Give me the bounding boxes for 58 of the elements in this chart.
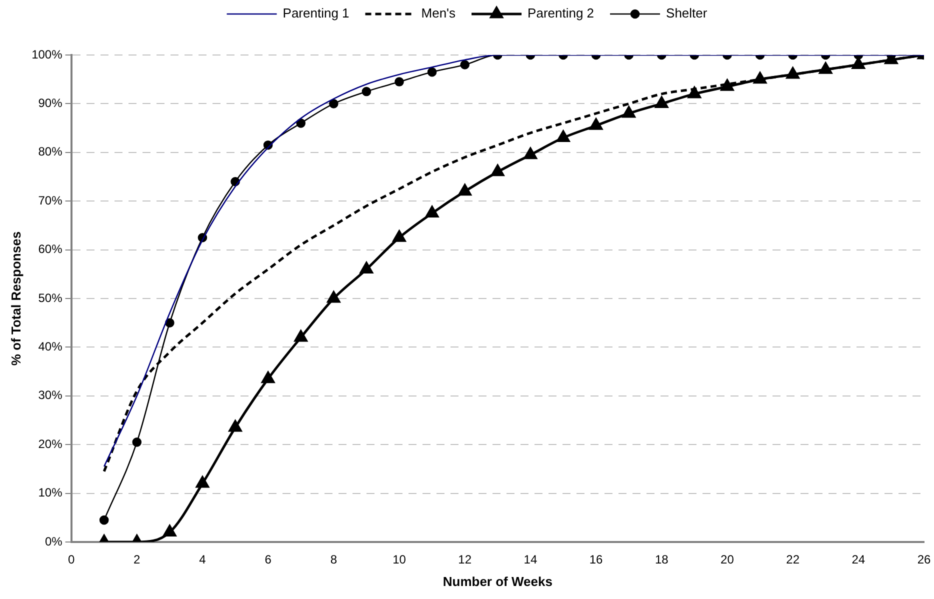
y-tick-label: 100% bbox=[32, 47, 63, 62]
point bbox=[294, 330, 308, 342]
y-axis-title: % of Total Responses bbox=[8, 231, 24, 366]
point bbox=[556, 130, 570, 142]
x-tick-label: 24 bbox=[852, 552, 866, 567]
point bbox=[262, 372, 275, 384]
point bbox=[360, 262, 373, 274]
point bbox=[720, 79, 734, 91]
point bbox=[296, 118, 306, 128]
point bbox=[622, 106, 636, 118]
x-tick-label: 2 bbox=[134, 552, 141, 567]
legend-label: Men's bbox=[421, 6, 456, 21]
y-tick-label: 80% bbox=[38, 144, 63, 159]
point bbox=[852, 57, 865, 69]
legend-label: Shelter bbox=[666, 6, 708, 21]
y-tick-label: 30% bbox=[38, 388, 63, 402]
x-tick-label: 20 bbox=[720, 552, 734, 567]
point bbox=[819, 62, 832, 74]
x-tick-label: 22 bbox=[786, 552, 800, 567]
point bbox=[590, 118, 602, 130]
x-tick-label: 0 bbox=[68, 552, 75, 567]
point bbox=[329, 99, 338, 108]
point bbox=[362, 86, 372, 96]
point bbox=[688, 86, 701, 98]
point bbox=[163, 525, 176, 537]
point bbox=[327, 291, 340, 303]
legend-label: Parenting 2 bbox=[528, 6, 594, 21]
x-tick-label: 12 bbox=[458, 552, 472, 567]
y-tick-label: 40% bbox=[38, 340, 63, 354]
point bbox=[491, 164, 504, 176]
point bbox=[394, 77, 404, 86]
point bbox=[458, 184, 472, 196]
x-axis-title: Number of Weeks bbox=[442, 574, 552, 589]
point bbox=[392, 230, 406, 242]
x-tick-label: 6 bbox=[264, 552, 272, 567]
point bbox=[524, 148, 537, 160]
point bbox=[754, 72, 766, 84]
y-tick-label: 0% bbox=[44, 534, 63, 548]
y-tick-label: 60% bbox=[38, 242, 63, 256]
point bbox=[655, 96, 668, 108]
x-tick-label: 16 bbox=[589, 552, 604, 567]
x-tick-label: 8 bbox=[330, 552, 338, 567]
x-tick-label: 18 bbox=[654, 552, 669, 567]
point bbox=[427, 67, 437, 77]
y-tick-label: 20% bbox=[38, 436, 63, 451]
y-tick-label: 50% bbox=[38, 290, 63, 305]
y-tick-label: 90% bbox=[38, 96, 63, 110]
y-tick-label: 70% bbox=[38, 193, 63, 208]
x-tick-label: 14 bbox=[524, 552, 538, 567]
x-tick-label: 26 bbox=[917, 552, 931, 567]
x-tick-label: 10 bbox=[392, 552, 406, 567]
x-tick-label: 4 bbox=[199, 552, 206, 567]
point bbox=[460, 60, 470, 70]
legend-label: Parenting 1 bbox=[282, 6, 350, 21]
y-tick-label: 10% bbox=[38, 486, 63, 500]
point bbox=[228, 420, 242, 432]
point bbox=[196, 476, 209, 488]
point bbox=[426, 206, 438, 218]
